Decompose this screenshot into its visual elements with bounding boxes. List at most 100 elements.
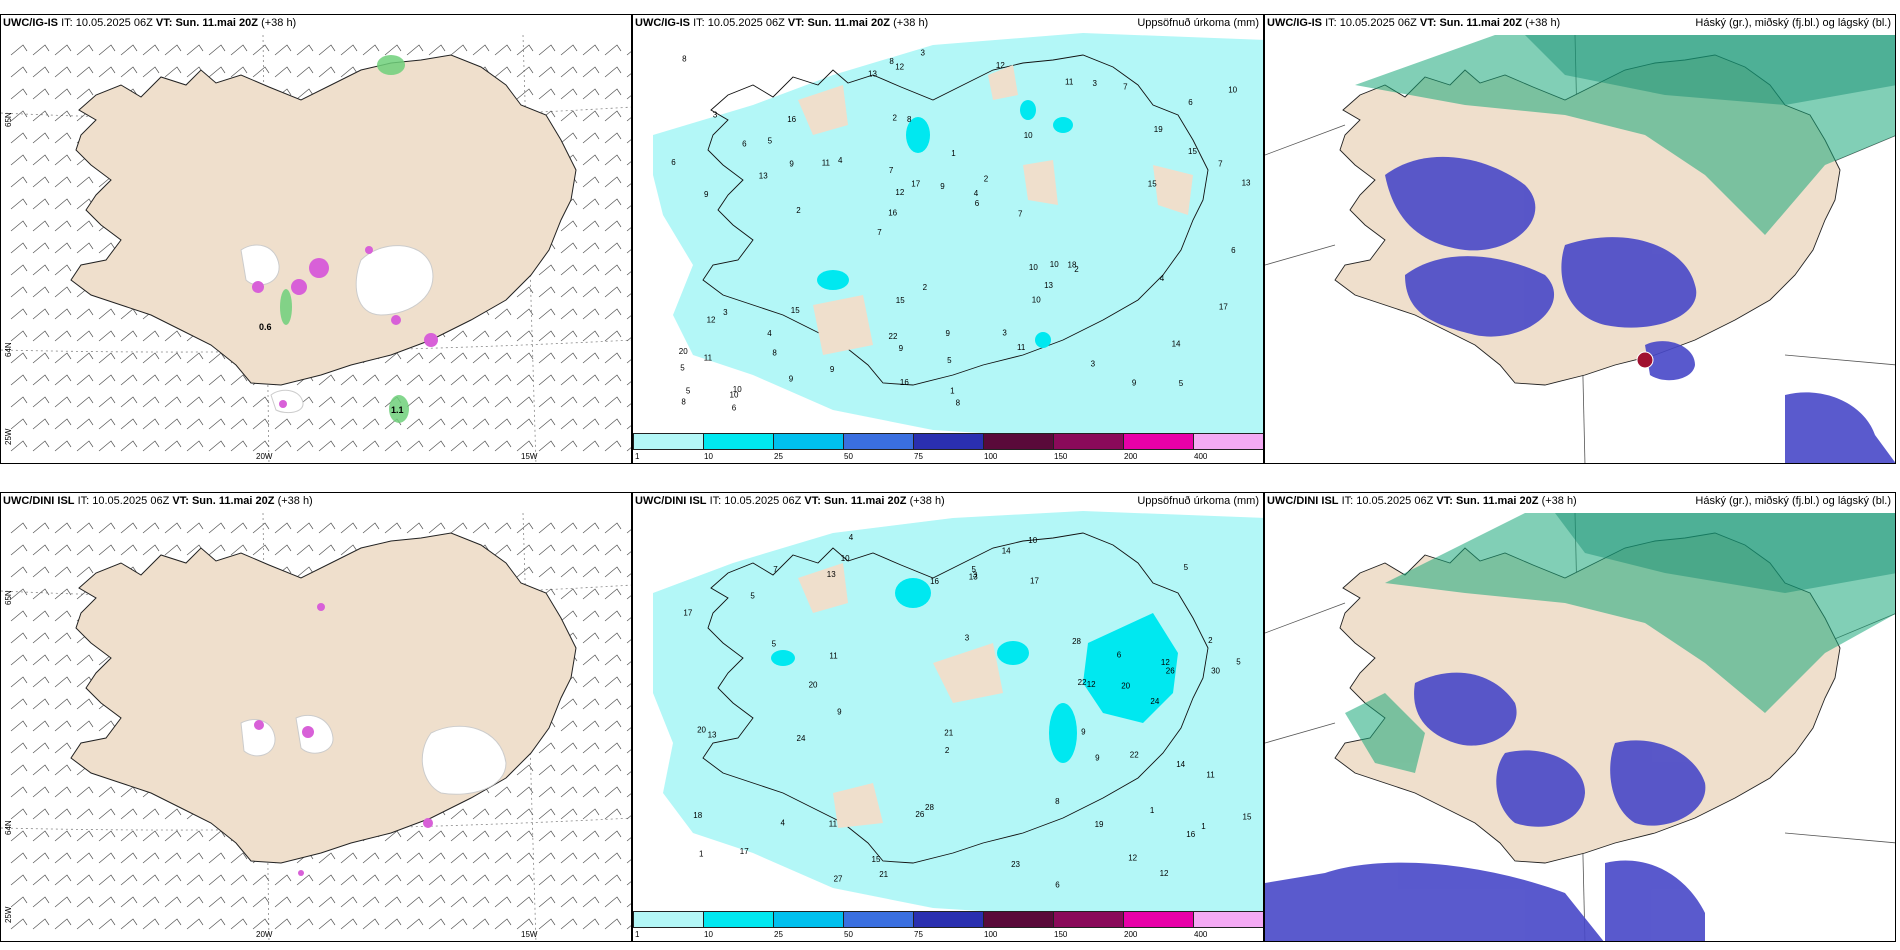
wind-barb [142,522,160,534]
wind-value: 1.1 [391,405,404,415]
lon-label: 20W [256,930,273,939]
lat-label: 65N [4,590,13,605]
wind-barb [164,918,182,930]
wind-barb [252,874,270,886]
wind-barb [186,830,204,842]
wind-barb [340,852,358,864]
wind-barb [32,654,50,666]
wind-barb [10,808,28,820]
wind-barb [560,566,578,578]
precip-value: 2 [984,175,989,184]
wind-barb [538,764,556,776]
precip-value: 26 [1166,667,1175,676]
precip-value: 9 [946,329,951,338]
wind-barb [230,896,248,908]
precip-value: 10 [733,385,742,394]
wind-barb [120,808,138,820]
wind-barb [582,352,600,364]
precip-value: 12 [996,61,1005,70]
wind-barb [274,522,292,534]
wind-barb [428,522,446,534]
wind-barb [538,830,556,842]
wind-barb [76,440,94,452]
colorbar-cell: 75 [913,433,983,461]
wind-barb [582,308,600,320]
wind-barb [538,308,556,320]
wind-barb [186,352,204,364]
wind-barb [252,522,270,534]
panel-wind-row2: UWC/DINI ISL IT: 10.05.2025 06Z VT: Sun.… [0,492,632,942]
wind-barb [10,588,28,600]
wind-barb [76,874,94,886]
wind-barb [186,852,204,864]
glacier-white [421,725,507,795]
wind-barb [10,786,28,798]
lat-label: 25W [4,906,13,923]
wind-barb [516,918,534,930]
wind-map: 0.6 1.1 [1,34,631,463]
glacier-white [295,714,334,754]
precip-value: 17 [911,179,920,188]
precip-value: 3 [965,634,970,643]
precip-value: 16 [787,115,796,124]
wind-barb [164,852,182,864]
wind-barb [10,88,28,100]
wind-barb [472,396,490,408]
wind-barb [516,308,534,320]
wind-barb [406,918,424,930]
precip-value: 20 [697,726,706,735]
precip-value: 3 [1093,79,1098,88]
wind-barb [164,66,182,78]
wind-barb [32,522,50,534]
wind-barb [32,808,50,820]
precip-value: 6 [1055,881,1060,890]
precip-value: 7 [889,166,894,175]
wind-barb [582,66,600,78]
colorbar-cell: 100 [983,911,1053,939]
glacier-white [355,245,434,316]
low-cloud [1265,672,1706,941]
precip-value: 15 [791,306,800,315]
wind-barb [54,610,72,622]
precip-value: 8 [907,115,912,124]
precip-value: 6 [732,404,737,413]
precip-value: 13 [827,570,836,579]
colorbar-cell: 150 [1053,433,1123,461]
wind-barb [494,874,512,886]
wind-barb [318,374,336,386]
wind-barb [142,918,160,930]
precip-value: 12 [1160,869,1169,878]
high-cloud [1345,513,1895,773]
precip-numbers: 5967101021345882231213101516221216111591… [671,49,1251,413]
precip-value: 14 [1002,547,1011,556]
wind-barb [516,440,534,452]
wind-barb [428,418,446,430]
panel-title: UWC/IG-IS IT: 10.05.2025 06Z VT: Sun. 11… [1267,17,1561,29]
wind-barb [472,918,490,930]
precip-value: 24 [797,734,806,743]
wind-barb [516,544,534,556]
precip-value: 11 [829,820,838,829]
wind-barb [516,418,534,430]
wind-barb [98,896,116,908]
cloud-title: Háský (gr.), miðský (fj.bl.) og lágský (… [1695,17,1891,29]
wind-barb [32,132,50,144]
wind-barb [604,110,622,122]
wind-barb [54,66,72,78]
precip-value: 5 [1236,657,1241,666]
wind-barb [76,44,94,56]
wind-barb [604,264,622,276]
wind-barb [142,808,160,820]
precip-value: 26 [915,810,924,819]
wind-barb [142,396,160,408]
wind-barb [142,44,160,56]
wind-barb [582,698,600,710]
wind-barb [604,852,622,864]
precip-value: 20 [1121,682,1130,691]
glacier-white [240,719,276,757]
precip-value: 24 [1150,697,1159,706]
wind-barb [582,220,600,232]
precip-value: 13 [1044,281,1053,290]
wind-barb [10,522,28,534]
wind-barb [362,418,380,430]
